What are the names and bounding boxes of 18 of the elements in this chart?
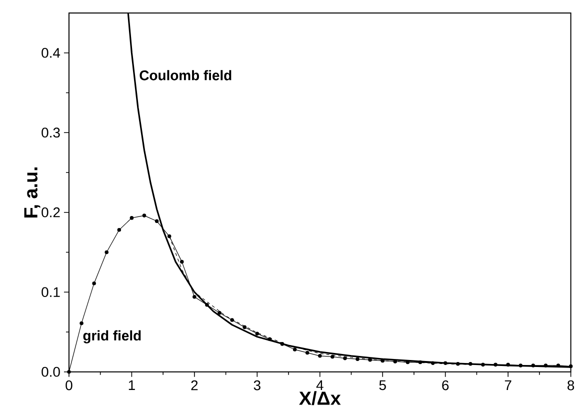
y-tick-label: 0.3 [42,128,60,138]
x-tick-label: 7 [504,380,512,390]
y-axis-title: F, a.u. [24,168,40,218]
x-tick-label: 1 [128,380,135,390]
x-tick-label: 2 [191,380,198,390]
y-tick-label: 0.1 [42,287,60,298]
x-tick-label: 5 [379,380,386,390]
y-tick-label: 0.4 [42,48,60,58]
x-tick-label: 6 [442,380,449,391]
y-tick-label: 0.0 [42,367,60,378]
legend-label: grid field [83,330,141,344]
y-tick-label: 0.2 [42,208,60,218]
x-tick-label: 4 [316,380,324,390]
x-axis-title: X/Δx [299,391,341,406]
x-tick-label: 8 [568,380,574,391]
series-label: Coulomb field [140,70,232,81]
x-tick-label: 3 [254,380,260,391]
x-tick-label: 0 [66,380,72,391]
